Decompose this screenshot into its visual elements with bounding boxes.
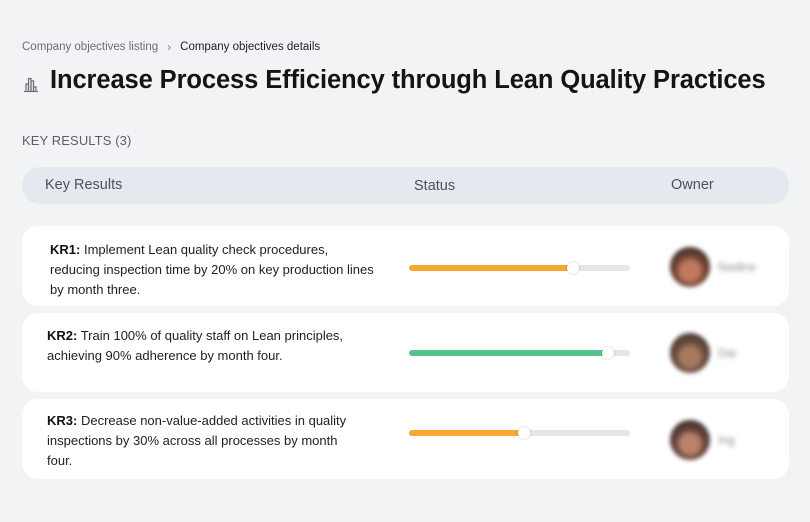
progress-bar[interactable] — [409, 347, 630, 359]
key-result-code: KR2: — [47, 328, 78, 343]
progress-fill — [409, 350, 608, 356]
owner-name: Ing — [718, 433, 735, 447]
page-title: Increase Process Efficiency through Lean… — [50, 66, 766, 94]
column-header-key-results: Key Results — [45, 177, 123, 193]
column-header-owner: Owner — [671, 177, 714, 193]
owner-name: Nadine — [718, 260, 757, 274]
key-results-count-label: KEY RESULTS (3) — [22, 133, 132, 148]
building-chart-icon — [22, 75, 40, 93]
progress-fill — [409, 265, 573, 271]
progress-thumb[interactable] — [601, 347, 614, 359]
breadcrumb-link-listing[interactable]: Company objectives listing — [22, 41, 159, 53]
key-result-description: KR1: Implement Lean quality check proced… — [50, 242, 374, 297]
chevron-right-icon: › — [167, 40, 172, 54]
owner-name: Dai — [718, 346, 737, 360]
owner[interactable]: Dai — [670, 333, 736, 373]
avatar — [670, 420, 710, 460]
objective-header: Increase Process Efficiency through Lean… — [22, 66, 766, 95]
progress-thumb[interactable] — [566, 262, 579, 274]
progress-bar[interactable] — [409, 427, 630, 439]
breadcrumb: Company objectives listing › Company obj… — [22, 40, 320, 54]
avatar — [670, 247, 710, 287]
key-result-row[interactable]: KR2: Train 100% of quality staff on Lean… — [22, 313, 789, 392]
progress-fill — [409, 430, 524, 436]
column-header-status: Status — [414, 178, 456, 194]
key-results-table-header: Key Results Status Owner — [22, 167, 789, 204]
key-result-code: KR1: — [50, 242, 81, 257]
key-result-description: KR2: Train 100% of quality staff on Lean… — [47, 328, 344, 363]
key-result-description: KR3: Decrease non-value-added activities… — [47, 413, 347, 468]
progress-thumb[interactable] — [517, 427, 530, 439]
avatar — [670, 333, 710, 373]
owner[interactable]: Nadine — [670, 247, 756, 287]
key-result-row[interactable]: KR3: Decrease non-value-added activities… — [22, 399, 789, 479]
owner[interactable]: Ing — [670, 420, 735, 460]
key-result-row[interactable]: KR1: Implement Lean quality check proced… — [22, 226, 789, 306]
key-result-code: KR3: — [47, 413, 78, 428]
breadcrumb-current: Company objectives details — [180, 41, 321, 53]
progress-bar[interactable] — [409, 262, 630, 274]
